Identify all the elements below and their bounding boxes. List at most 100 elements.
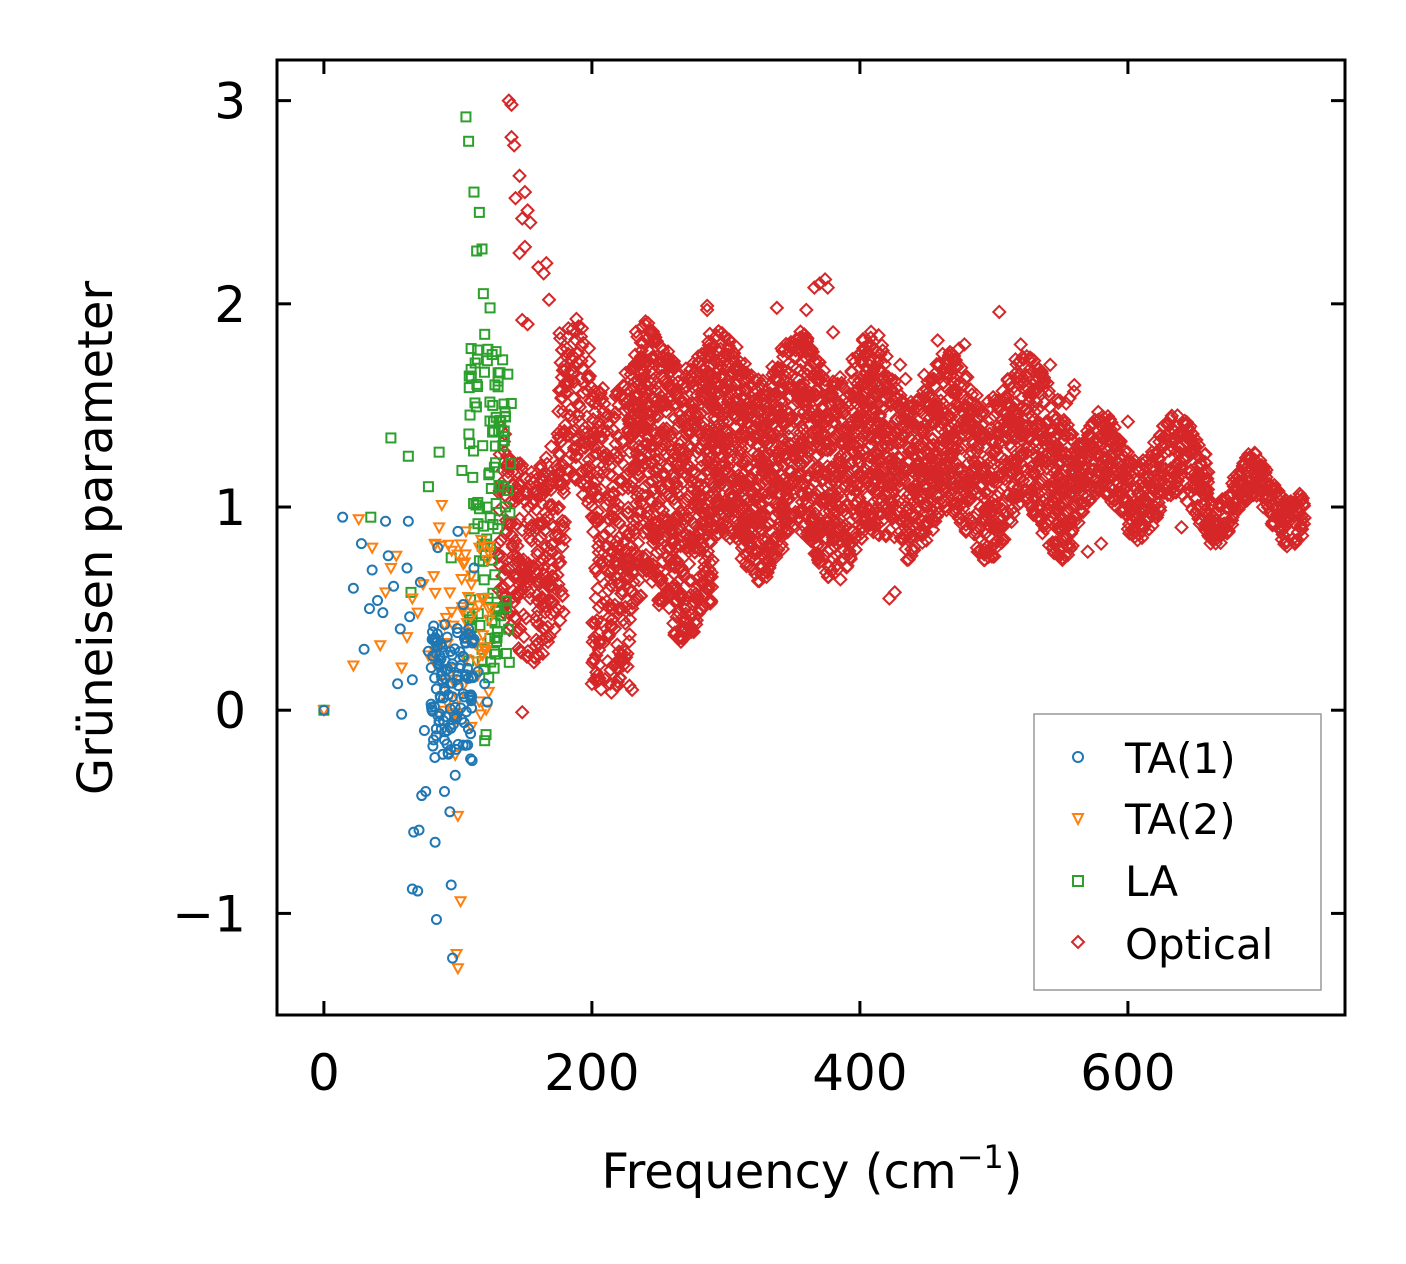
optical-point <box>774 341 790 356</box>
optical-point <box>930 452 946 468</box>
optical-point <box>1047 488 1063 504</box>
la-point <box>465 371 477 383</box>
optical-point <box>640 315 656 331</box>
optical-point <box>1259 478 1275 494</box>
ta-2-point <box>394 662 409 675</box>
optical-point <box>888 413 904 429</box>
optical-point <box>847 496 862 512</box>
optical-point <box>1026 411 1042 427</box>
optical-point <box>1075 504 1091 520</box>
optical-point <box>588 489 604 504</box>
la-point <box>478 366 490 378</box>
optical-point <box>711 426 727 442</box>
optical-point <box>841 425 857 440</box>
ta-1-point <box>396 708 408 720</box>
ta-1-point <box>414 576 426 588</box>
optical-point <box>820 280 836 295</box>
optical-point <box>511 488 527 504</box>
optical-point <box>592 533 607 549</box>
optical-point <box>504 552 520 568</box>
optical-point <box>832 402 848 418</box>
optical-point <box>524 518 539 533</box>
optical-point <box>749 437 765 453</box>
optical-point <box>857 408 873 424</box>
optical-point <box>693 470 709 486</box>
optical-point <box>982 529 998 545</box>
optical-point <box>631 398 647 414</box>
optical-point <box>847 411 863 426</box>
optical-point <box>791 372 807 388</box>
optical-point <box>627 525 643 541</box>
optical-point <box>807 467 823 483</box>
optical-point <box>920 515 936 530</box>
optical-point <box>735 476 751 492</box>
la-point <box>487 426 499 438</box>
optical-point <box>917 416 933 432</box>
optical-point <box>804 514 820 530</box>
optical-point <box>1266 516 1282 531</box>
optical-point <box>980 543 996 559</box>
optical-point <box>812 276 828 291</box>
optical-point <box>764 427 780 443</box>
optical-point <box>931 419 946 435</box>
optical-point <box>911 525 927 541</box>
optical-point <box>854 519 870 535</box>
optical-point <box>608 445 624 461</box>
optical-point <box>1017 401 1033 417</box>
optical-point <box>1007 402 1023 417</box>
optical-point <box>835 424 851 440</box>
optical-point <box>508 190 523 206</box>
optical-point <box>863 324 879 340</box>
optical-point <box>761 552 776 568</box>
optical-point <box>601 452 617 468</box>
optical-point <box>965 515 980 531</box>
optical-point <box>595 380 611 396</box>
optical-point <box>1050 437 1065 453</box>
optical-point <box>705 552 720 568</box>
ta-2-point <box>384 562 398 576</box>
optical-point <box>924 511 940 527</box>
ta-1-point <box>434 708 446 720</box>
la-point <box>504 507 516 519</box>
optical-point <box>892 473 907 489</box>
optical-point <box>693 358 709 374</box>
optical-point <box>1082 427 1098 443</box>
optical-point <box>1150 451 1166 466</box>
optical-point <box>711 442 727 458</box>
optical-point <box>900 407 916 422</box>
optical-point <box>662 428 678 444</box>
ta-2-point <box>416 579 430 592</box>
optical-point <box>953 360 969 376</box>
optical-point <box>1087 443 1103 458</box>
ta-2-point <box>389 550 403 563</box>
optical-point <box>565 348 581 364</box>
optical-point <box>901 420 917 436</box>
ta-1-point <box>402 515 414 527</box>
optical-point <box>718 508 734 524</box>
optical-point <box>598 409 614 425</box>
optical-point <box>799 444 815 460</box>
optical-point <box>602 488 618 504</box>
optical-point <box>1013 448 1029 464</box>
optical-point <box>629 590 645 605</box>
optical-point <box>585 448 601 464</box>
la-point <box>492 523 504 535</box>
ta-1-point <box>408 826 420 838</box>
optical-point <box>1179 481 1195 497</box>
optical-point <box>604 619 619 635</box>
ta-1-point <box>460 669 472 681</box>
optical-point <box>1014 390 1029 406</box>
optical-point <box>613 600 629 616</box>
optical-point <box>1175 487 1191 503</box>
optical-point <box>969 387 984 403</box>
optical-point <box>816 548 832 564</box>
optical-point <box>587 672 603 688</box>
optical-point <box>1085 417 1101 432</box>
optical-point <box>909 458 925 474</box>
ta-1-point <box>363 603 375 615</box>
optical-point <box>657 468 673 483</box>
optical-point <box>1243 483 1258 499</box>
optical-point <box>929 404 945 420</box>
optical-point <box>647 451 663 467</box>
optical-point <box>673 634 689 650</box>
